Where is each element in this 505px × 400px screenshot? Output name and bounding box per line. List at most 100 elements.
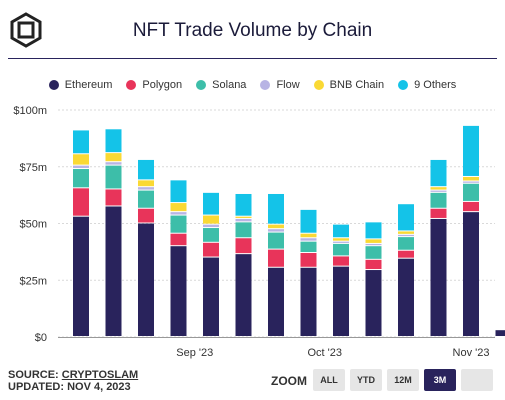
bar-segment-solana: [203, 228, 219, 242]
bar-segment-ethereum: [333, 266, 349, 336]
bar-segment-9-others: [365, 222, 382, 239]
zoom-12m-button[interactable]: 12M: [387, 369, 419, 391]
bar-segment-flow: [333, 241, 349, 243]
bar-segment-flow: [235, 218, 252, 222]
bar-segment-ethereum: [170, 246, 187, 336]
zoom-label: ZOOM: [271, 374, 307, 388]
bar-segment-9-others: [235, 193, 252, 216]
zoom-all-button[interactable]: ALL: [313, 369, 345, 391]
legend-label: BNB Chain: [329, 79, 385, 91]
bar-segment-polygon: [73, 188, 89, 216]
bar-segment-bnb-chain: [138, 180, 154, 187]
bar-segment-flow: [268, 229, 284, 232]
bar-segment-polygon: [235, 238, 252, 254]
bar-segment-ethereum: [268, 267, 284, 336]
bar-segment-polygon: [300, 253, 317, 267]
zoom-extra-button[interactable]: [461, 369, 493, 391]
bar-segment-solana: [300, 241, 317, 253]
bar-segment-ethereum: [365, 270, 382, 336]
bar-segment-ethereum: [300, 267, 317, 336]
bar-segment-flow: [430, 190, 447, 192]
bar-segment-bnb-chain: [268, 224, 284, 229]
bar-segment-9-others: [268, 193, 284, 224]
bar-segment-bnb-chain: [398, 231, 414, 234]
zoom-ytd-button[interactable]: YTD: [350, 369, 382, 391]
bar-segment-polygon: [333, 256, 349, 266]
legend-swatch: [313, 80, 324, 90]
bar-segment-bnb-chain: [300, 233, 317, 238]
bar-segment-ethereum: [495, 330, 505, 336]
bar-segment-solana: [365, 246, 382, 259]
bar-segment-ethereum: [105, 206, 122, 336]
cryptoslam-logo: [10, 12, 42, 48]
chart-title: NFT Trade Volume by Chain: [132, 20, 373, 41]
bar-segment-polygon: [105, 189, 122, 206]
bar-segment-ethereum: [73, 216, 89, 336]
bar-segment-9-others: [398, 204, 414, 231]
bar-segment-9-others: [333, 224, 349, 238]
bar-segment-bnb-chain: [105, 153, 122, 162]
y-tick-label: $0: [35, 332, 47, 344]
legend-label: Flow: [276, 79, 300, 91]
legend: Ethereum Polygon Solana Flow BNB Chain 9 Othe…: [0, 79, 505, 91]
x-tick-label: Sep '23: [176, 347, 213, 359]
bar-segment-polygon: [398, 250, 414, 258]
bar-segment-bnb-chain: [170, 203, 187, 212]
zoom-3m-button[interactable]: 3M: [424, 369, 456, 391]
legend-swatch: [196, 80, 207, 90]
x-tick-label: Oct '23: [307, 347, 342, 359]
y-tick-label: $100m: [13, 105, 47, 117]
bar-segment-polygon: [203, 242, 219, 257]
bar-segment-ethereum: [138, 223, 154, 336]
legend-item-polygon[interactable]: Polygon: [126, 79, 182, 91]
legend-label: Ethereum: [64, 79, 113, 91]
bar-segment-polygon: [430, 208, 447, 218]
bar-segment-flow: [170, 212, 187, 215]
bar-segment-bnb-chain: [430, 187, 447, 190]
bar-segment-flow: [105, 162, 122, 165]
bar-segment-bnb-chain: [463, 176, 479, 181]
bar-segment-solana: [170, 215, 187, 233]
legend-swatch: [260, 80, 271, 90]
bar-segment-9-others: [138, 159, 154, 180]
legend-item-flow[interactable]: Flow: [260, 79, 300, 91]
bar-segment-flow: [463, 181, 479, 183]
bar-segment-bnb-chain: [333, 238, 349, 241]
bar-segment-ethereum: [203, 257, 219, 336]
bar-segment-bnb-chain: [73, 154, 89, 165]
legend-item-ethereum[interactable]: Ethereum: [48, 79, 113, 91]
bar-segment-polygon: [463, 201, 479, 212]
legend-item-bnb-chain[interactable]: BNB Chain: [313, 79, 385, 91]
bar-segment-polygon: [365, 259, 382, 270]
bar-segment-ethereum: [463, 212, 479, 336]
header-divider: [8, 58, 497, 59]
legend-item-solana[interactable]: Solana: [196, 79, 246, 91]
legend-item-9-others[interactable]: 9 Others: [398, 79, 456, 91]
source-prefix: SOURCE:: [8, 369, 62, 381]
legend-swatch: [398, 80, 409, 90]
bar-segment-flow: [398, 234, 414, 237]
legend-label: Solana: [212, 79, 247, 91]
bar-segment-flow: [138, 187, 154, 190]
bar-segment-bnb-chain: [203, 215, 219, 224]
legend-label: Polygon: [142, 79, 183, 91]
bar-segment-flow: [365, 243, 382, 246]
bar-segment-ethereum: [235, 254, 252, 336]
x-tick-label: Nov '23: [453, 347, 490, 359]
legend-swatch: [126, 80, 137, 90]
bar-segment-ethereum: [398, 258, 414, 336]
source-link[interactable]: CRYPTOSLAM: [61, 369, 139, 381]
y-tick-label: $75m: [19, 162, 47, 174]
legend-label: 9 Others: [414, 79, 457, 91]
bar-segment-solana: [105, 165, 122, 189]
bar-segment-ethereum: [430, 218, 447, 336]
bar-segment-solana: [463, 183, 479, 201]
y-tick-label: $25m: [19, 275, 47, 287]
bar-segment-9-others: [105, 129, 122, 153]
source-line: SOURCE: CRYPTOSLAM: [8, 369, 138, 381]
bar-segment-9-others: [73, 130, 89, 154]
bar-segment-flow: [73, 165, 89, 169]
bar-segment-solana: [430, 192, 447, 208]
bar-segment-flow: [203, 224, 219, 228]
bar-segment-9-others: [300, 209, 317, 233]
